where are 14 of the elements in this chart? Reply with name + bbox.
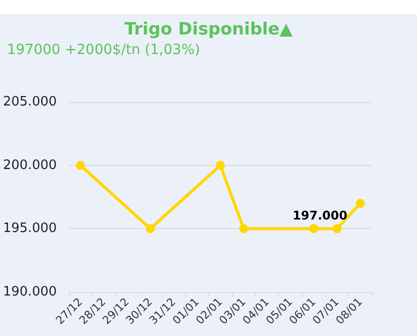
point [332, 224, 342, 234]
point [356, 198, 365, 208]
point [76, 160, 85, 170]
y-tick-label: 195.000 [2, 221, 57, 236]
point [239, 224, 248, 234]
point [309, 224, 318, 234]
chart-title: Trigo Disponible▲ [124, 20, 294, 40]
point [146, 224, 155, 234]
point [216, 160, 225, 170]
y-tick-label: 205.000 [2, 94, 57, 110]
annotation: 197.000 [292, 208, 348, 222]
y-tick-label: 200.000 [2, 158, 57, 173]
chart-subtitle: 197000 +2000$/tn (1,03%) [7, 42, 200, 58]
y-tick-label: 190.000 [2, 284, 57, 300]
